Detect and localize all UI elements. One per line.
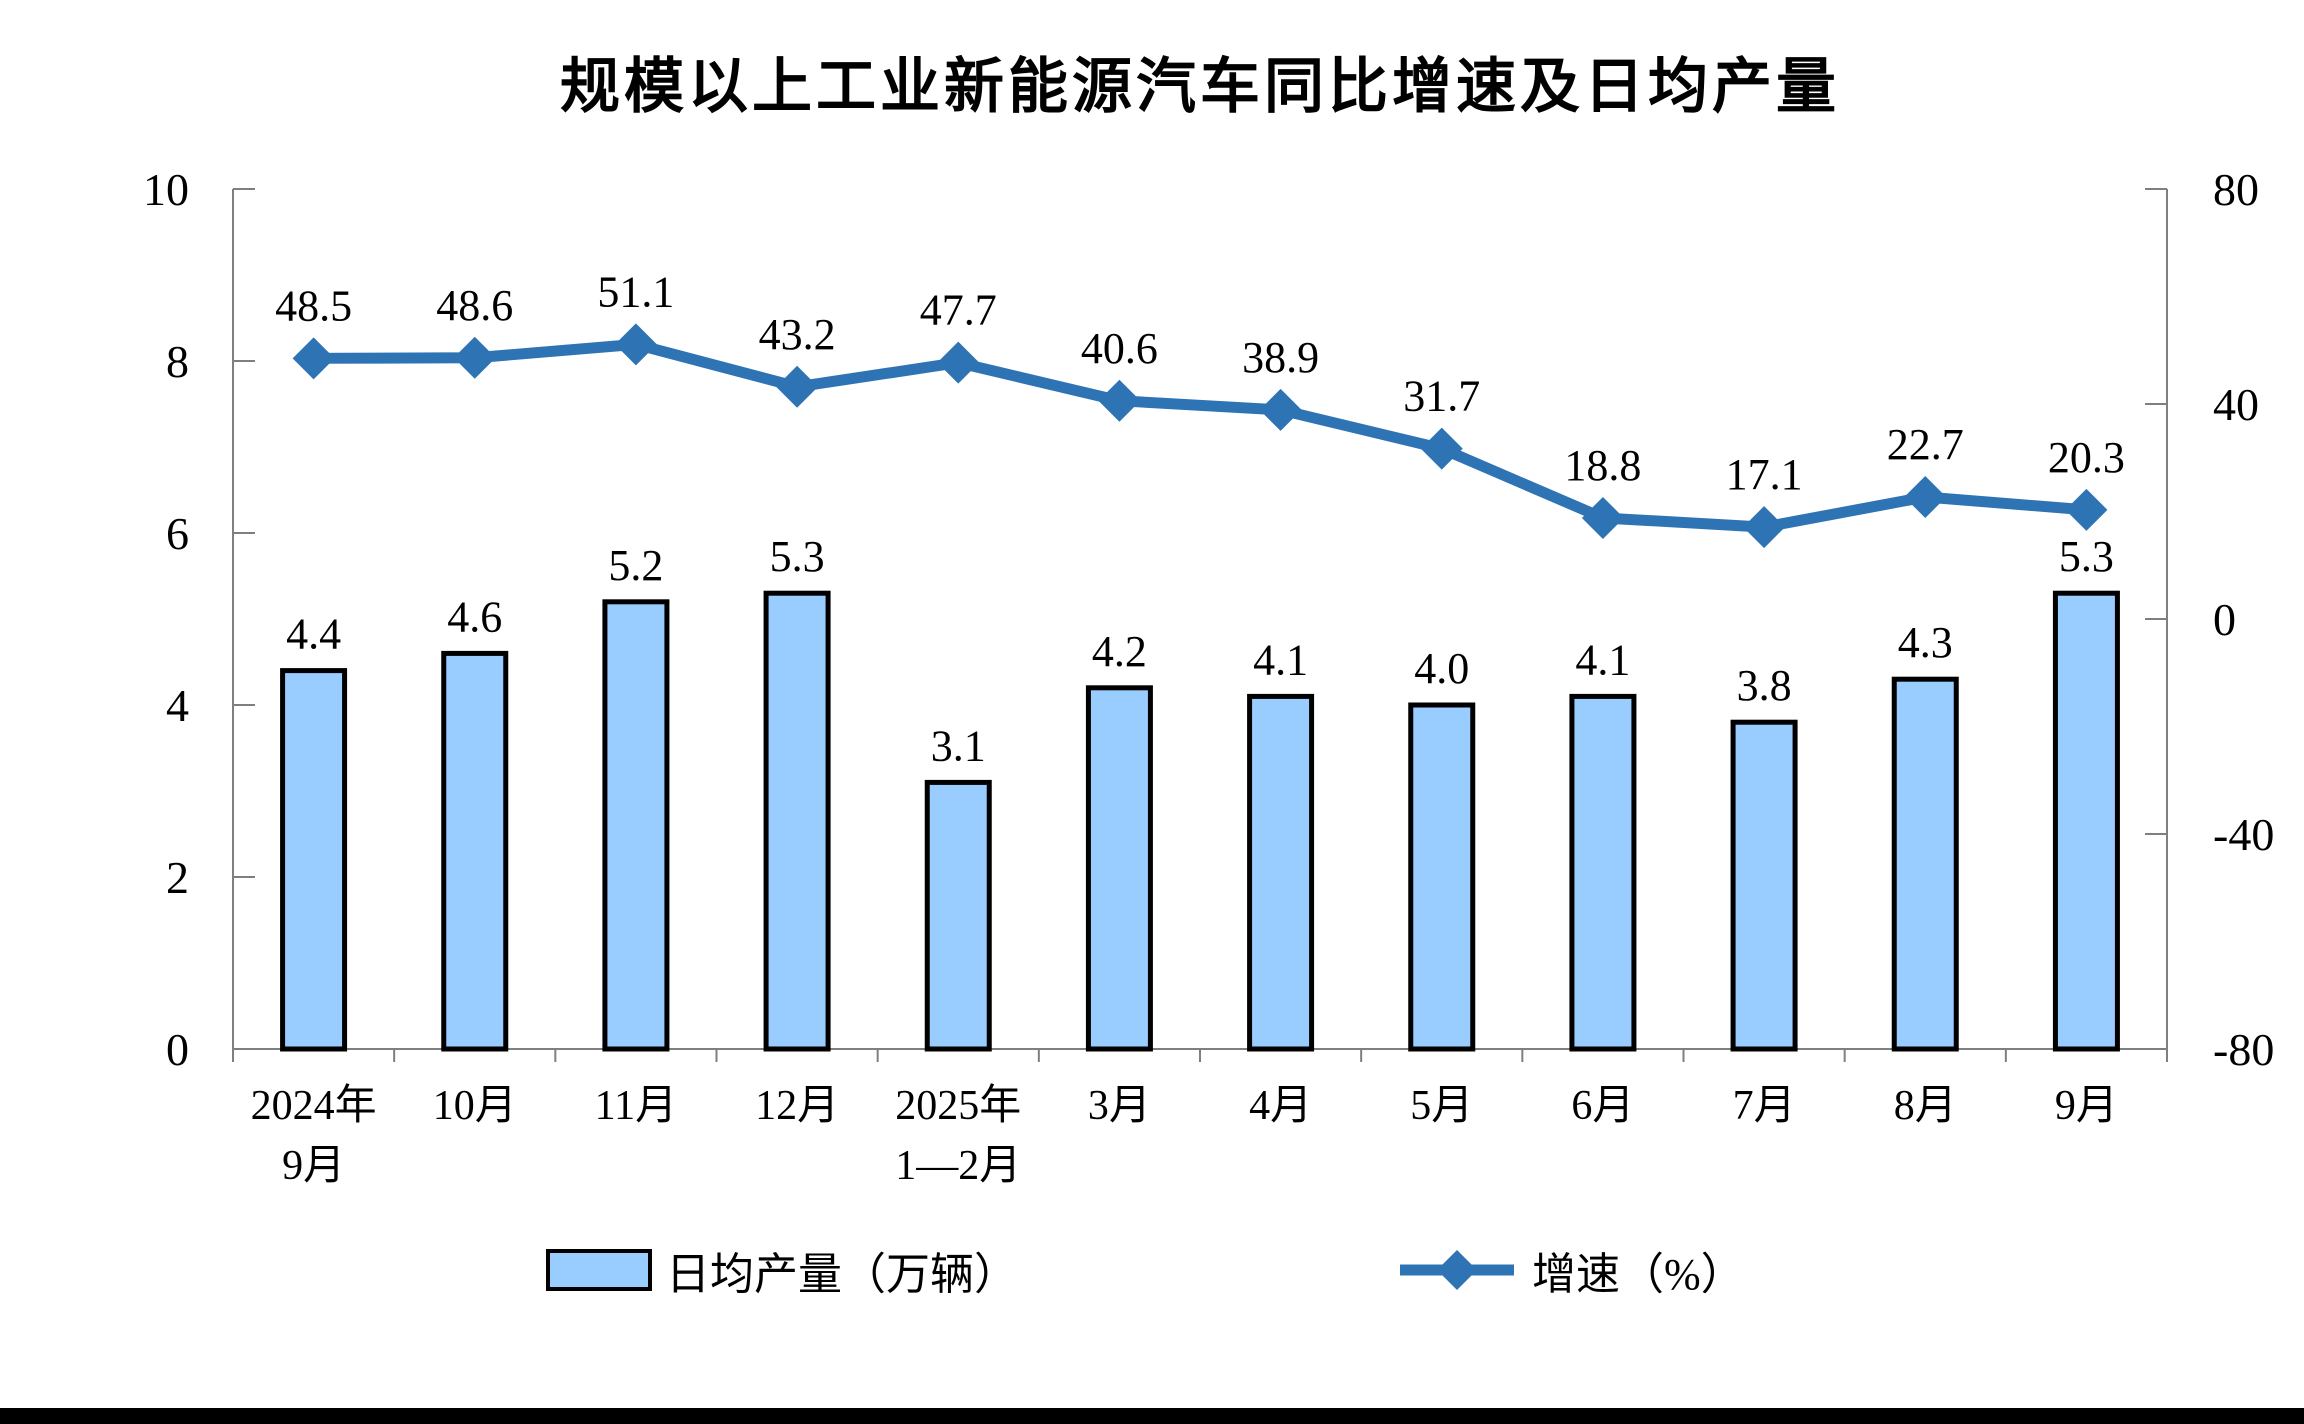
line-marker-diamond-icon (292, 337, 335, 380)
line-value-label: 51.1 (597, 267, 674, 316)
bar (2052, 590, 2120, 1052)
line-value-label: 22.7 (1887, 420, 1964, 469)
bar-value-label: 5.3 (2059, 532, 2114, 581)
legend-bar-swatch-icon (546, 1249, 652, 1291)
bar-value-label: 3.1 (931, 721, 986, 770)
line-value-label: 18.8 (1564, 441, 1641, 490)
bar (280, 668, 348, 1052)
left-axis-tick-label: 2 (166, 852, 189, 903)
bar (602, 599, 670, 1052)
line-marker-diamond-icon (1743, 506, 1786, 549)
line-marker-diamond-icon (453, 336, 496, 379)
bar (441, 650, 509, 1052)
bar (1730, 719, 1798, 1052)
x-axis-label: 3月 (1087, 1083, 1151, 1129)
x-axis-label: 12月 (755, 1083, 840, 1129)
left-axis-tick-label: 4 (166, 680, 189, 731)
bar-value-label: 4.6 (447, 592, 502, 641)
line-marker-diamond-icon (2065, 488, 2108, 531)
right-axis-tick-label: -80 (2213, 1024, 2274, 1075)
line-value-label: 20.3 (2048, 433, 2125, 482)
bar-value-label: 5.2 (608, 541, 663, 590)
line-value-label: 31.7 (1403, 372, 1480, 421)
bar-value-label: 3.8 (1737, 661, 1792, 710)
line-value-label: 38.9 (1242, 333, 1319, 382)
x-axis-label: 5月 (1410, 1083, 1474, 1129)
bar (1085, 685, 1153, 1052)
right-axis-tick-label: 0 (2213, 594, 2236, 645)
legend-bar-label: 日均产量（万辆） (666, 1250, 1018, 1299)
bar-value-label: 4.4 (286, 610, 341, 659)
x-axis-label: 9月 (2054, 1083, 2118, 1129)
bar-value-label: 4.3 (1898, 618, 1953, 667)
bar (1891, 676, 1959, 1052)
line-marker-diamond-icon (937, 341, 980, 384)
right-axis-tick-label: 40 (2213, 379, 2259, 430)
bar-value-label: 5.3 (770, 532, 825, 581)
x-axis-label: 7月 (1732, 1083, 1796, 1129)
left-axis-tick-label: 8 (166, 336, 189, 387)
right-axis-tick-label: -40 (2213, 809, 2274, 860)
line-value-label: 17.1 (1726, 450, 1803, 499)
bar-value-label: 4.2 (1092, 627, 1147, 676)
bar (924, 779, 992, 1052)
bar-value-label: 4.0 (1414, 644, 1469, 693)
line-value-label: 43.2 (759, 310, 836, 359)
line-value-label: 47.7 (920, 286, 997, 335)
x-axis-label: 11月 (594, 1083, 678, 1129)
line-marker-diamond-icon (1259, 388, 1302, 431)
legend-line-marker-icon (1400, 1250, 1514, 1290)
line-marker-diamond-icon (1904, 475, 1947, 518)
line-value-label: 40.6 (1081, 324, 1158, 373)
line-value-label: 48.6 (436, 281, 513, 330)
bar (1408, 702, 1476, 1052)
left-axis-tick-label: 6 (166, 508, 189, 559)
line-marker-diamond-icon (776, 365, 819, 408)
x-axis-label: 4月 (1249, 1083, 1313, 1129)
chart-title: 规模以上工业新能源汽车同比增速及日均产量 (560, 54, 1840, 120)
line-marker-diamond-icon (1098, 379, 1141, 422)
bar (763, 590, 831, 1052)
bar-value-label: 4.1 (1253, 635, 1308, 684)
bottom-black-bar (0, 1408, 2304, 1424)
x-axis-label: 2025年 1—2月 (895, 1083, 1022, 1190)
bar (1247, 693, 1315, 1052)
legend-line-label: 增速（%） (1532, 1250, 1745, 1299)
x-axis-label: 8月 (1893, 1083, 1957, 1129)
legend-item-production: 日均产量（万辆） (546, 1238, 1018, 1302)
x-axis-label: 10月 (432, 1083, 517, 1129)
bar (1569, 693, 1637, 1052)
growth-line (308, 338, 2092, 533)
bar-value-label: 4.1 (1575, 635, 1630, 684)
x-axis-label: 2024年 9月 (250, 1083, 377, 1190)
legend-item-growth: 增速（%） (1396, 1238, 1745, 1302)
left-axis-tick-label: 10 (143, 164, 189, 215)
line-marker-diamond-icon (1581, 496, 1624, 539)
line-value-label: 48.5 (275, 281, 352, 330)
line-marker-diamond-icon (1420, 427, 1463, 470)
left-axis-tick-label: 0 (166, 1024, 189, 1075)
line-marker-diamond-icon (614, 323, 657, 366)
right-axis-tick-label: 80 (2213, 164, 2259, 215)
x-axis-label: 6月 (1571, 1083, 1635, 1129)
